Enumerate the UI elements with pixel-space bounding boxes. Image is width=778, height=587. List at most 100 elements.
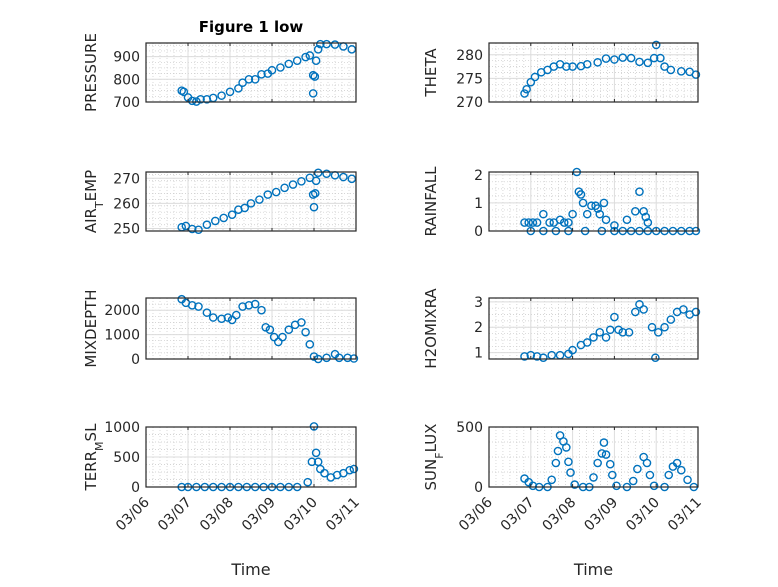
data-point bbox=[292, 56, 302, 66]
y-tick-label: 0 bbox=[131, 352, 140, 368]
data-point bbox=[564, 457, 573, 467]
data-point bbox=[284, 325, 294, 335]
data-point bbox=[601, 333, 611, 342]
data-point bbox=[313, 45, 323, 54]
data-point bbox=[599, 198, 609, 208]
data-point bbox=[582, 338, 592, 347]
y-label-subscript: T bbox=[93, 201, 106, 209]
y-tick-label: 0 bbox=[474, 480, 483, 496]
data-point bbox=[530, 72, 540, 82]
data-point bbox=[612, 481, 621, 491]
data-point bbox=[276, 63, 285, 72]
data-point bbox=[301, 327, 310, 337]
y-axis-label: THETA bbox=[422, 48, 440, 98]
data-point bbox=[187, 96, 197, 106]
figure-title: Figure 1 low bbox=[199, 18, 304, 36]
y-label-subscript: F bbox=[433, 452, 446, 458]
data-point bbox=[599, 438, 609, 447]
data-point bbox=[631, 207, 640, 216]
data-point bbox=[347, 174, 357, 184]
data-point bbox=[520, 352, 529, 361]
y-tick-label: 1 bbox=[474, 196, 483, 212]
data-point bbox=[562, 443, 571, 452]
data-point bbox=[194, 302, 203, 311]
data-point bbox=[639, 305, 648, 314]
data-point bbox=[566, 468, 575, 477]
data-point bbox=[582, 59, 592, 69]
y-tick-label: 0 bbox=[131, 480, 140, 496]
axes-box bbox=[145, 171, 357, 232]
data-point bbox=[194, 225, 203, 235]
data-point bbox=[645, 470, 655, 480]
data-point bbox=[263, 190, 273, 199]
axes-box bbox=[145, 426, 357, 488]
data-point bbox=[676, 67, 686, 76]
data-point bbox=[551, 458, 561, 468]
data-point bbox=[605, 325, 615, 335]
data-point bbox=[234, 84, 243, 93]
data-point bbox=[227, 210, 237, 219]
data-point bbox=[578, 198, 588, 208]
data-point bbox=[643, 218, 653, 227]
data-point bbox=[651, 40, 661, 50]
data-point bbox=[217, 91, 226, 100]
data-point bbox=[691, 70, 701, 79]
y-tick-label: 250 bbox=[113, 221, 140, 237]
data-point bbox=[568, 62, 577, 71]
data-point bbox=[576, 190, 586, 199]
data-point bbox=[635, 57, 644, 67]
data-point bbox=[649, 481, 659, 491]
y-tick-label: 800 bbox=[113, 72, 140, 88]
data-point bbox=[246, 199, 256, 208]
data-point bbox=[628, 476, 638, 486]
data-point bbox=[676, 465, 686, 475]
data-point bbox=[618, 53, 628, 62]
axes-box bbox=[145, 297, 357, 360]
data-point bbox=[257, 305, 266, 315]
data-point bbox=[202, 308, 212, 317]
data-point bbox=[187, 301, 197, 310]
data-point bbox=[310, 72, 320, 81]
data-point bbox=[240, 203, 249, 213]
data-point bbox=[301, 52, 310, 62]
data-point bbox=[330, 40, 340, 49]
data-point bbox=[614, 325, 623, 335]
data-point bbox=[225, 87, 235, 97]
data-point bbox=[631, 307, 640, 317]
data-point bbox=[642, 458, 652, 468]
data-point bbox=[311, 176, 321, 186]
data-point bbox=[641, 212, 651, 222]
data-point bbox=[271, 187, 281, 197]
data-point bbox=[320, 468, 329, 478]
y-label-main: TERR bbox=[82, 451, 100, 492]
subplot-rainfall: 0 1 2 RAINFALL bbox=[422, 166, 701, 240]
data-point bbox=[305, 340, 315, 349]
data-point bbox=[309, 202, 319, 212]
data-point bbox=[582, 209, 592, 219]
data-point bbox=[265, 325, 275, 335]
data-point bbox=[601, 215, 611, 225]
data-point bbox=[308, 70, 318, 80]
data-point bbox=[545, 218, 554, 227]
data-point bbox=[643, 58, 653, 68]
y-label-main: AIR bbox=[82, 208, 100, 233]
y-axis-label: TERRMSL bbox=[82, 423, 106, 492]
data-point bbox=[559, 218, 569, 227]
data-point bbox=[267, 65, 277, 75]
data-point bbox=[238, 302, 247, 311]
data-point bbox=[227, 315, 237, 325]
data-point bbox=[672, 458, 682, 468]
data-point bbox=[539, 209, 548, 219]
data-point bbox=[679, 305, 688, 314]
data-point bbox=[311, 448, 321, 458]
data-point bbox=[601, 54, 611, 63]
data-point bbox=[691, 307, 701, 317]
data-point bbox=[624, 328, 634, 337]
data-point bbox=[288, 180, 298, 189]
data-point bbox=[562, 62, 571, 71]
data-point bbox=[255, 195, 264, 204]
data-point bbox=[647, 322, 657, 332]
data-point bbox=[231, 310, 241, 320]
data-point bbox=[250, 299, 260, 309]
